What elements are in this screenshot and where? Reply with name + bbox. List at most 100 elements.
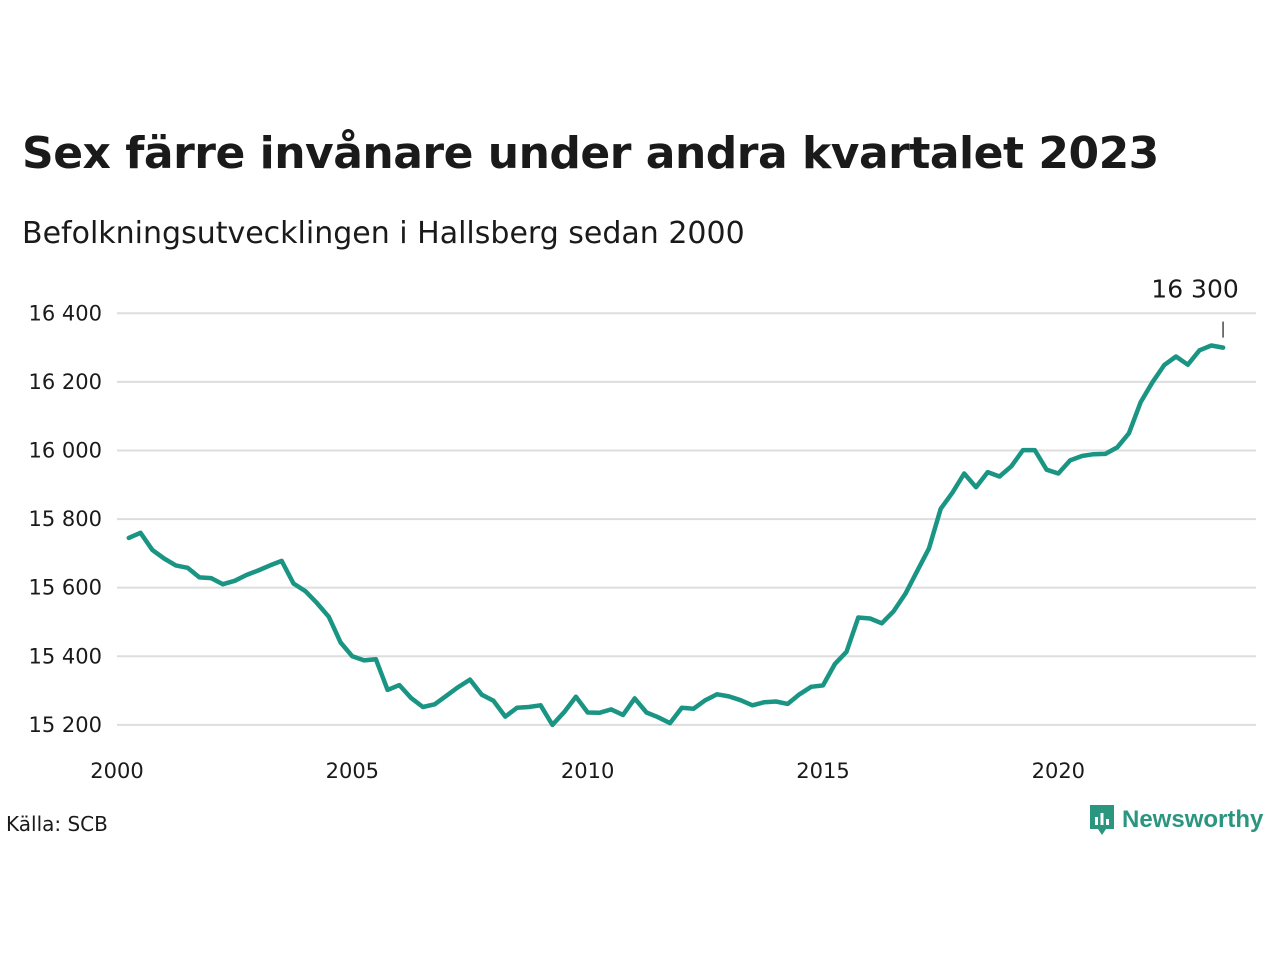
x-tick-label: 2005 bbox=[326, 759, 379, 783]
newsworthy-icon bbox=[1090, 805, 1114, 835]
data-point bbox=[244, 573, 249, 577]
data-point bbox=[138, 530, 143, 535]
chart-title: Sex färre invånare under andra kvartalet… bbox=[22, 128, 1159, 179]
data-point bbox=[326, 614, 331, 619]
y-axis: 15 200 15 400 15 600 15 800 16 000 16 200 16 4… bbox=[29, 301, 102, 737]
data-point bbox=[432, 702, 437, 707]
newsworthy-logo: Newsworthy bbox=[1088, 803, 1263, 837]
data-point bbox=[809, 684, 814, 689]
end-value-label: 16 300 bbox=[1151, 275, 1238, 304]
source-note: Källa: SCB bbox=[6, 812, 108, 836]
data-point bbox=[703, 698, 708, 703]
data-point bbox=[1197, 348, 1202, 353]
data-point bbox=[679, 705, 684, 710]
data-point bbox=[726, 694, 731, 699]
data-point bbox=[1221, 345, 1226, 350]
data-point bbox=[456, 685, 461, 690]
data-point bbox=[585, 710, 590, 715]
y-tick-label: 15 200 bbox=[29, 713, 102, 737]
data-point bbox=[597, 710, 602, 715]
data-point bbox=[420, 705, 425, 709]
data-point bbox=[1091, 452, 1096, 457]
data-point bbox=[985, 470, 990, 475]
data-point bbox=[550, 722, 555, 727]
data-point bbox=[856, 615, 861, 620]
data-point bbox=[491, 698, 496, 703]
data-point bbox=[268, 563, 272, 568]
x-tick-label: 2010 bbox=[561, 759, 614, 783]
data-points bbox=[126, 343, 1226, 727]
chart-subtitle: Befolkningsutvecklingen i Hallsberg seda… bbox=[22, 216, 745, 251]
data-point bbox=[609, 707, 614, 712]
data-point bbox=[1103, 451, 1108, 456]
data-point bbox=[738, 698, 743, 703]
data-point bbox=[762, 700, 767, 705]
data-point bbox=[1044, 467, 1049, 472]
data-point bbox=[373, 657, 378, 662]
data-point bbox=[1115, 445, 1120, 450]
data-point bbox=[197, 575, 202, 580]
data-point bbox=[926, 546, 931, 551]
data-point bbox=[503, 714, 508, 719]
y-tick-label: 15 600 bbox=[29, 576, 102, 600]
data-point bbox=[397, 683, 402, 688]
data-point bbox=[879, 621, 884, 626]
data-point bbox=[891, 609, 896, 614]
data-point bbox=[526, 705, 531, 709]
data-point bbox=[315, 601, 319, 606]
data-point bbox=[362, 658, 367, 663]
x-axis: 2000 2005 2010 2015 2020 bbox=[90, 759, 1085, 783]
data-point bbox=[997, 474, 1002, 479]
x-tick-label: 2020 bbox=[1032, 759, 1085, 783]
data-point bbox=[256, 568, 261, 573]
population-line bbox=[126, 343, 1226, 728]
data-point bbox=[479, 692, 484, 697]
data-point bbox=[821, 683, 825, 688]
data-point bbox=[1162, 363, 1167, 368]
data-point bbox=[962, 471, 967, 476]
gridlines bbox=[117, 312, 1256, 726]
brand-name: Newsworthy bbox=[1122, 806, 1264, 833]
data-point bbox=[538, 703, 543, 708]
data-point bbox=[1150, 380, 1155, 385]
data-point bbox=[797, 692, 802, 697]
data-point bbox=[844, 649, 849, 654]
data-point bbox=[1138, 400, 1143, 405]
data-point bbox=[338, 640, 343, 645]
data-point bbox=[1021, 448, 1025, 453]
data-point bbox=[468, 677, 472, 682]
data-point bbox=[1009, 464, 1014, 469]
x-tick-label: 2000 bbox=[90, 759, 143, 783]
data-point bbox=[632, 696, 637, 701]
data-point bbox=[691, 706, 696, 711]
data-point bbox=[385, 687, 390, 692]
data-point bbox=[644, 710, 649, 715]
data-point bbox=[656, 715, 661, 720]
data-point bbox=[209, 576, 214, 581]
data-point bbox=[573, 694, 578, 699]
data-point bbox=[350, 654, 355, 659]
y-tick-label: 15 400 bbox=[29, 644, 102, 668]
data-point bbox=[715, 692, 720, 697]
x-tick-label: 2015 bbox=[796, 759, 849, 783]
data-point bbox=[279, 558, 284, 563]
data-point bbox=[291, 581, 296, 586]
data-point bbox=[915, 569, 920, 574]
data-point bbox=[220, 582, 225, 587]
data-point bbox=[173, 563, 178, 568]
data-point bbox=[444, 693, 449, 698]
y-tick-label: 16 400 bbox=[29, 301, 102, 325]
data-point bbox=[1079, 454, 1084, 458]
data-point bbox=[515, 705, 520, 710]
data-point bbox=[832, 662, 837, 667]
data-point bbox=[1126, 431, 1131, 436]
data-point bbox=[950, 490, 955, 495]
data-point bbox=[1174, 354, 1178, 359]
y-tick-label: 16 000 bbox=[29, 438, 102, 462]
y-tick-label: 15 800 bbox=[29, 507, 102, 531]
data-point bbox=[1209, 343, 1214, 348]
data-point bbox=[409, 696, 414, 701]
data-point bbox=[126, 535, 131, 540]
data-point bbox=[150, 547, 155, 552]
data-point bbox=[1185, 362, 1190, 367]
